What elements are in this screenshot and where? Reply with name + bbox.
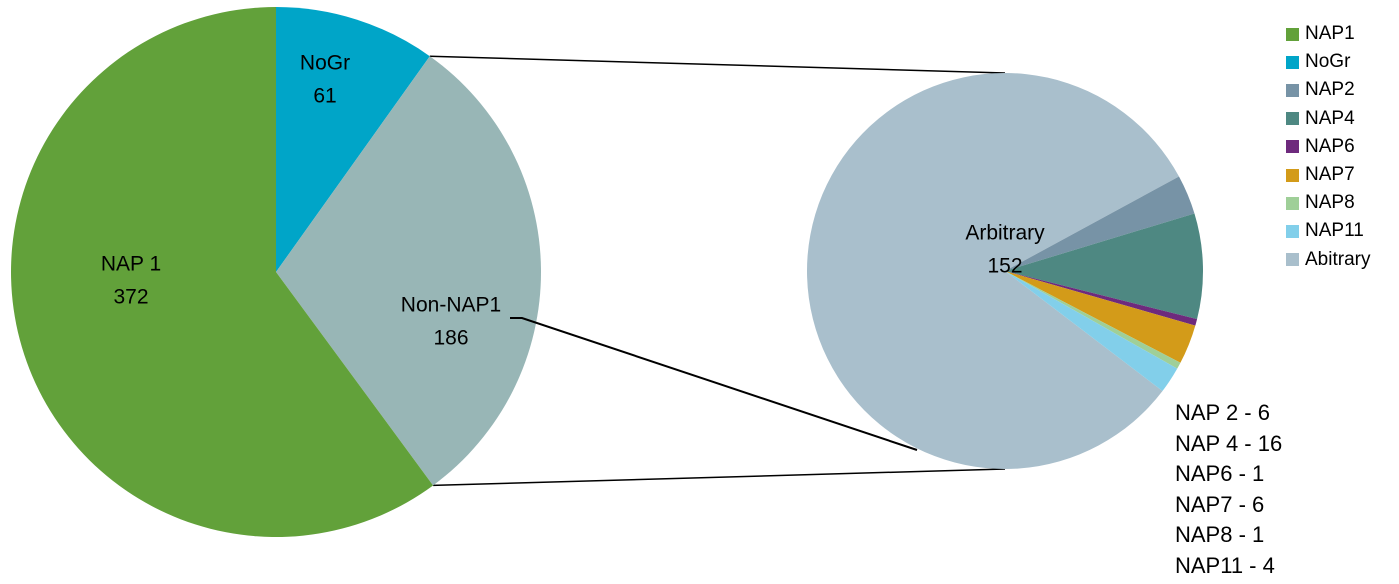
legend-swatch bbox=[1286, 196, 1299, 210]
data-label-non_nap1-value: 186 bbox=[433, 327, 468, 350]
legend-swatch bbox=[1286, 83, 1299, 97]
legend-item: NoGr bbox=[1286, 48, 1370, 76]
annotation-line: NAP 2 - 6 bbox=[1175, 400, 1270, 425]
data-label-nogr-value: 61 bbox=[313, 85, 336, 108]
connector-lines bbox=[429, 55, 1006, 487]
secondary-slice-nap6 bbox=[1005, 271, 1198, 326]
data-label-nap1-name: NAP 1 bbox=[101, 253, 161, 276]
secondary-slice-nap4 bbox=[1005, 213, 1204, 320]
secondary-slice-nap7 bbox=[1005, 271, 1196, 363]
legend-swatch bbox=[1286, 253, 1299, 267]
annotation-line: NAP6 - 1 bbox=[1175, 461, 1265, 487]
legend-label: NAP7 bbox=[1305, 164, 1355, 186]
legend-swatch bbox=[1286, 27, 1299, 41]
legend-item: NAP1 bbox=[1286, 20, 1370, 48]
legend-item: Abitrary bbox=[1286, 246, 1370, 274]
secondary-slice-nap11 bbox=[1005, 271, 1178, 391]
secondary-slice-nap2 bbox=[1005, 176, 1195, 271]
legend-swatch bbox=[1286, 112, 1299, 126]
main-slice-non_nap1 bbox=[276, 56, 542, 486]
legend-label: NAP4 bbox=[1305, 107, 1355, 129]
main-slice-nap1 bbox=[11, 7, 434, 537]
annotation-line: NAP7 - 6 bbox=[1175, 491, 1265, 517]
legend-item: NAP6 bbox=[1286, 133, 1370, 161]
data-label-arbitrary-value: 152 bbox=[987, 255, 1022, 278]
legend-item: NAP7 bbox=[1286, 161, 1370, 189]
annotation-line: NAP 4 - 16 bbox=[1175, 430, 1283, 456]
secondary-slice-nap8 bbox=[1005, 271, 1181, 369]
annotation-line: NAP11 - 4 bbox=[1175, 552, 1275, 578]
legend-swatch bbox=[1286, 140, 1299, 154]
secondary-slice-arbitrary bbox=[807, 72, 1179, 469]
legend-label: NAP11 bbox=[1305, 220, 1364, 242]
legend-swatch bbox=[1286, 168, 1299, 182]
annotation-line: NAP8 - 1 bbox=[1175, 522, 1265, 548]
legend-label: NAP6 bbox=[1305, 135, 1355, 157]
legend-label: NAP1 bbox=[1305, 23, 1355, 45]
legend-label: Abitrary bbox=[1305, 248, 1371, 270]
legend-swatch bbox=[1286, 224, 1299, 238]
legend-swatch bbox=[1286, 55, 1299, 69]
legend: NAP1 NoGr NAP2 NAP4 NAP6 NAP7 NAP8 NAP11 Abitrar… bbox=[1286, 20, 1370, 274]
legend-item: NAP4 bbox=[1286, 105, 1370, 133]
connector-line-top bbox=[429, 55, 1006, 74]
data-label-arbitrary-name: Arbitrary bbox=[965, 222, 1045, 245]
secondary-pie bbox=[807, 72, 1204, 469]
data-labels: NoGr 61 Non-NAP1 186 NAP 1 372 Arbitrary 152 bbox=[101, 52, 1045, 451]
legend-label: NoGr bbox=[1305, 51, 1351, 73]
legend-item: NAP2 bbox=[1286, 76, 1370, 104]
data-label-nogr-name: NoGr bbox=[300, 52, 350, 75]
leader-line-non-nap1 bbox=[510, 317, 918, 451]
annotation-list: NAP 2 - 6 NAP 4 - 16 NAP6 - 1 NAP7 - 6 NAP8 … bbox=[1175, 398, 1282, 582]
connector-line-bottom bbox=[433, 468, 1006, 487]
main-pie bbox=[11, 7, 542, 537]
data-label-nap1-value: 372 bbox=[113, 286, 148, 309]
legend-item: NAP8 bbox=[1286, 189, 1370, 217]
legend-label: NAP2 bbox=[1305, 79, 1355, 101]
main-slice-nogr bbox=[276, 7, 430, 272]
legend-label: NAP8 bbox=[1305, 192, 1355, 214]
legend-item: NAP11 bbox=[1286, 217, 1370, 245]
data-label-non_nap1-name: Non-NAP1 bbox=[401, 294, 501, 317]
